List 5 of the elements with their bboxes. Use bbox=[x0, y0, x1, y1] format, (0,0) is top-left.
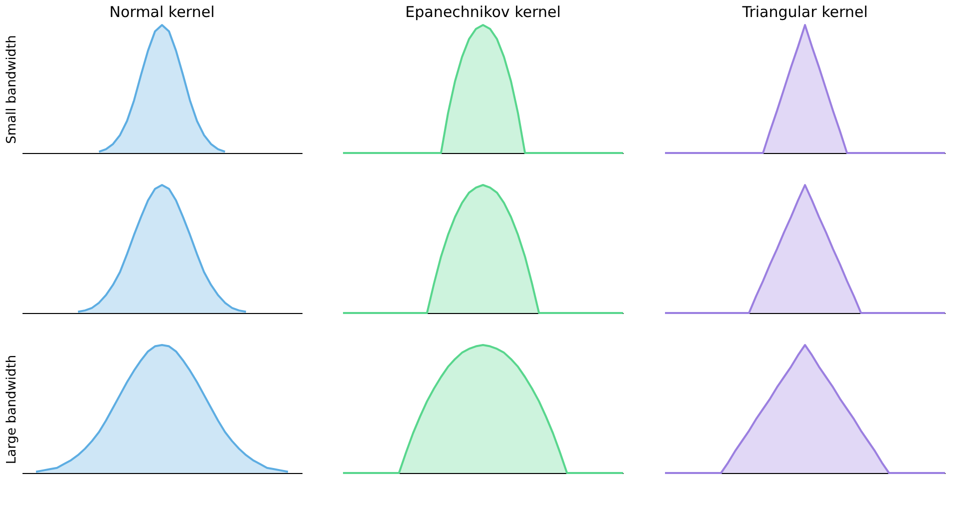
chart-title: Triangular kernel bbox=[741, 3, 868, 21]
y-axis-title: Small bandwidth bbox=[4, 35, 20, 144]
y-axis-title: Large bandwidth bbox=[4, 354, 20, 464]
chart-title: Epanechnikov kernel bbox=[405, 3, 561, 21]
chart-title: Normal kernel bbox=[109, 3, 215, 21]
